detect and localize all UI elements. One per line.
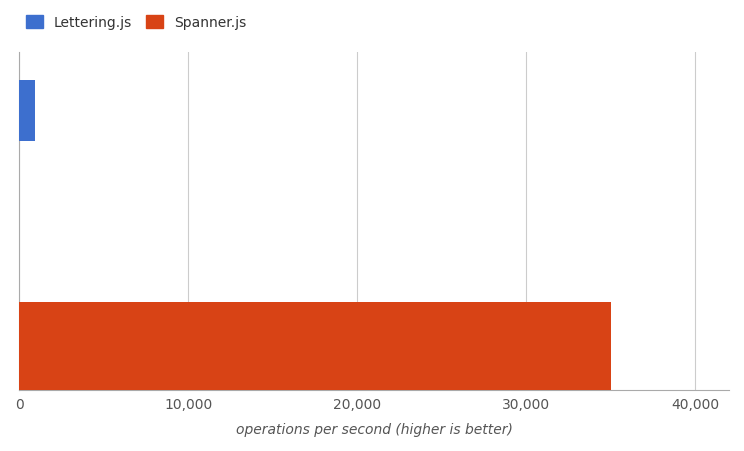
X-axis label: operations per second (higher is better): operations per second (higher is better) [236, 422, 513, 436]
Legend: Lettering.js, Spanner.js: Lettering.js, Spanner.js [26, 16, 246, 30]
Bar [19, 80, 34, 142]
Bar [19, 302, 611, 390]
